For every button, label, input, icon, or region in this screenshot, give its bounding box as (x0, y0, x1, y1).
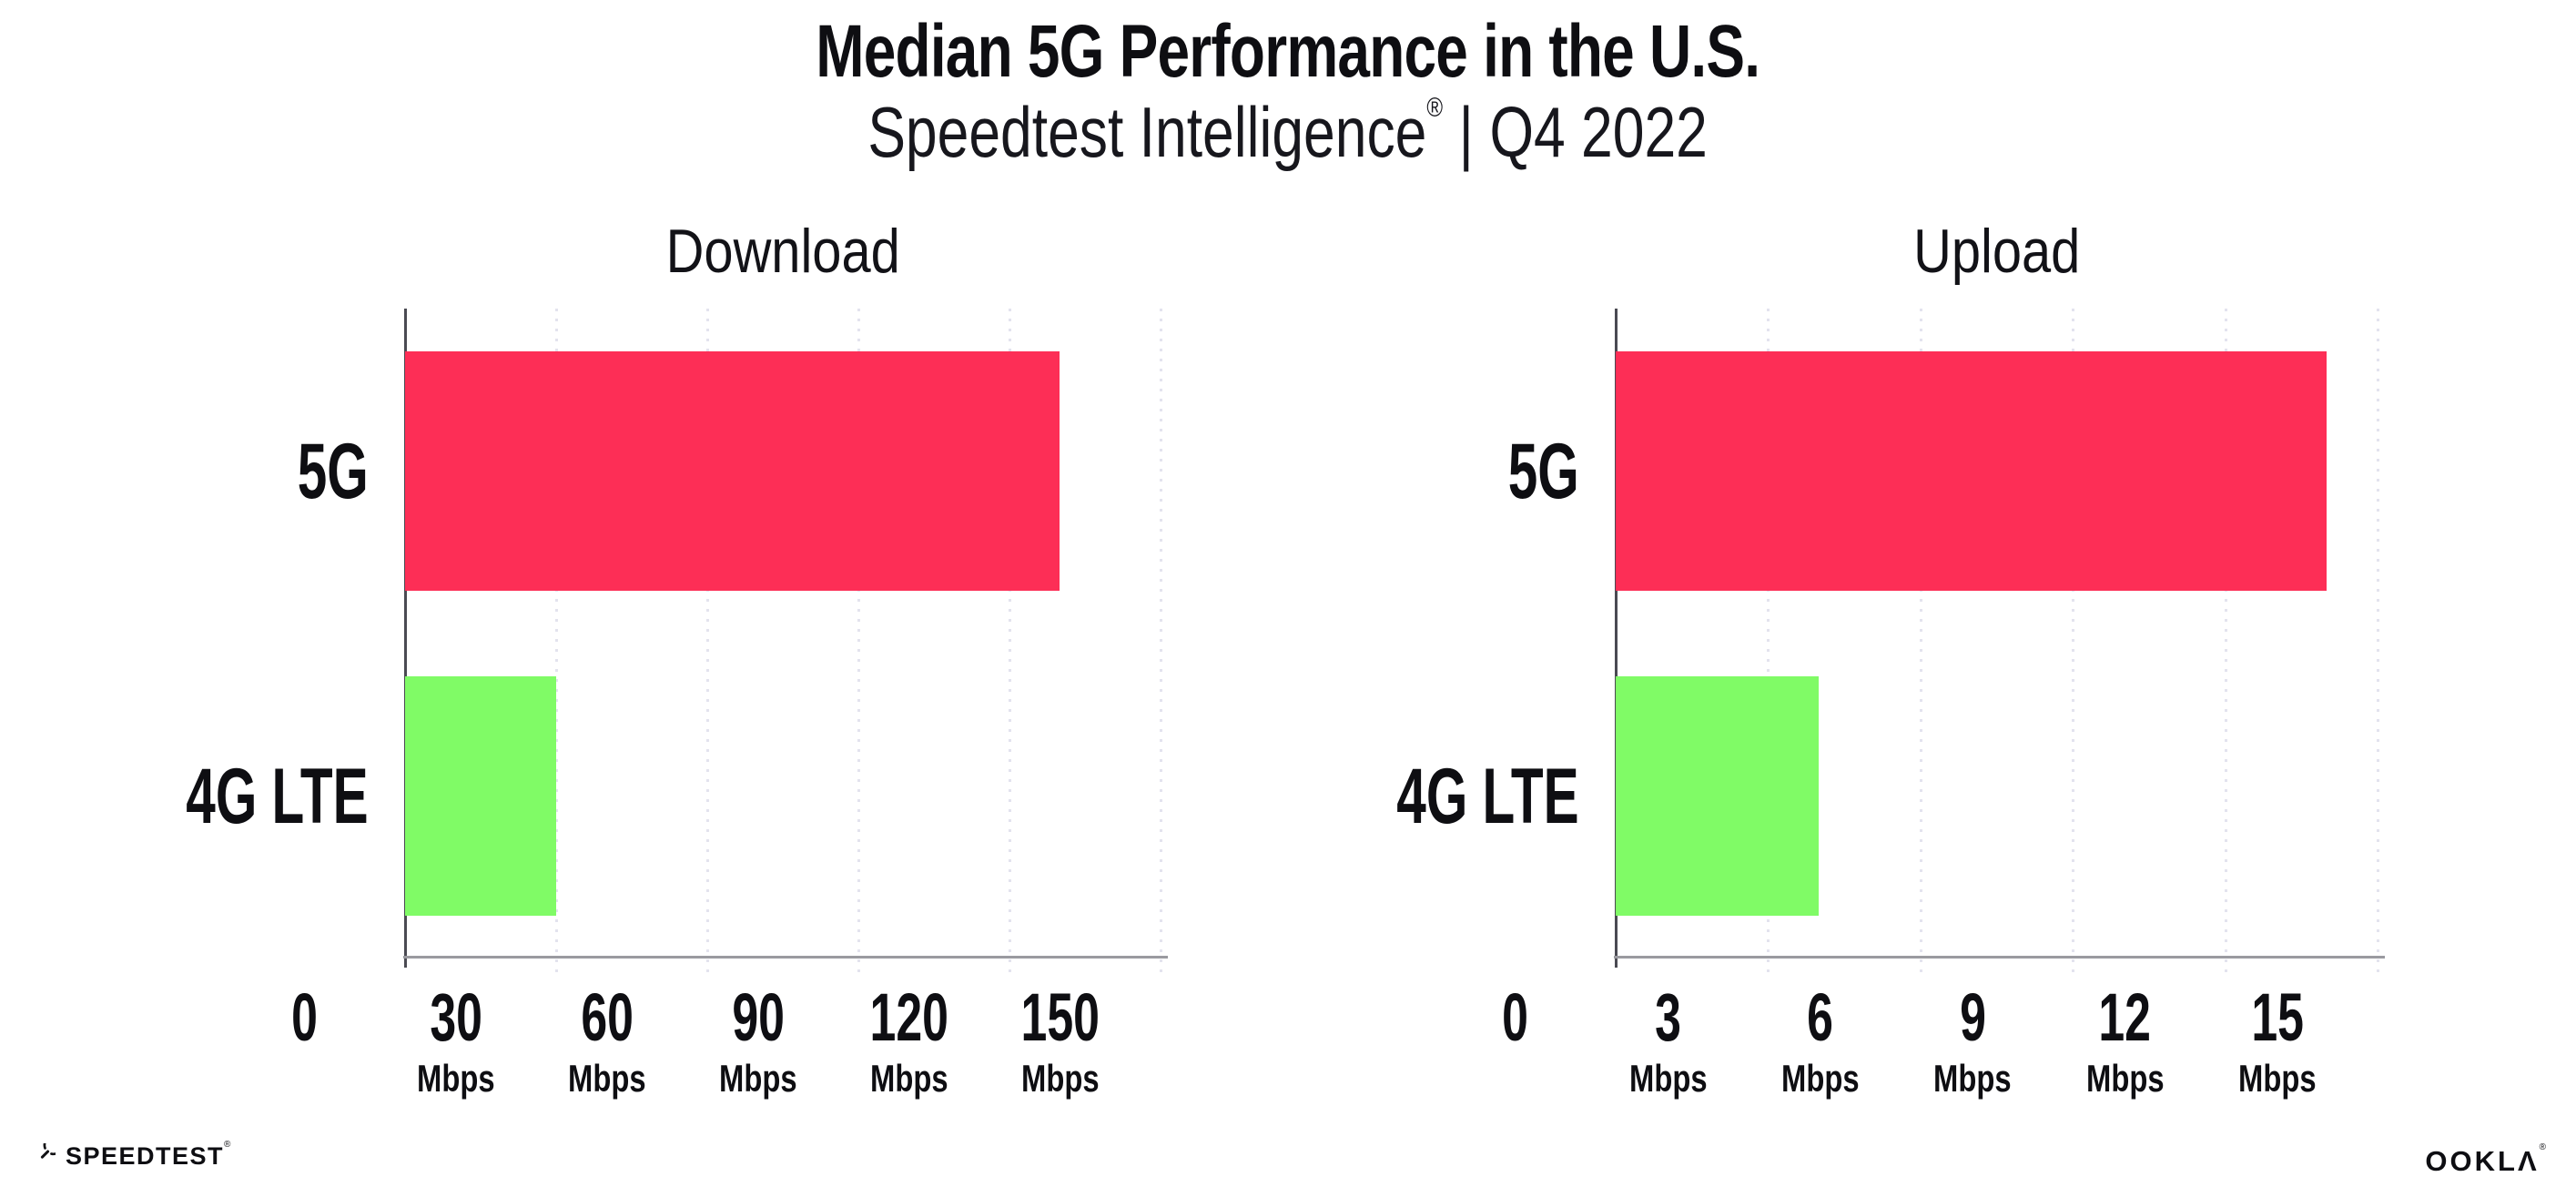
category-label-4g-lte: 4G LTE (1396, 752, 1579, 840)
x-tick-unit: Mbps (870, 1057, 948, 1101)
upload-x-axis-line (1614, 956, 2385, 959)
subtitle-brand: Speedtest Intelligence (867, 92, 1427, 172)
download-y-axis-line (404, 309, 407, 968)
category-label-5g: 5G (1507, 427, 1579, 515)
page-title: Median 5G Performance in the U.S. (816, 10, 1761, 93)
x-tick-value: 0 (291, 979, 319, 1055)
bar-row-4g-lte (1616, 634, 2378, 959)
x-tick-value: 3 (1654, 979, 1681, 1055)
upload-y-axis-line (1615, 309, 1618, 968)
chart-title-upload: Upload (1912, 217, 2081, 286)
x-tick-unit: Mbps (719, 1057, 797, 1101)
bar-4g-lte-upload (1616, 676, 1820, 916)
bar-row-4g-lte (405, 634, 1161, 959)
speedtest-gauge-icon (30, 1143, 56, 1169)
download-x-axis-line (403, 956, 1168, 959)
subtitle-separator: | (1459, 92, 1475, 172)
x-tick-value: 15 (2251, 979, 2304, 1055)
download-plot-area: Download 0 30 Mbps 60 Mbps 90 Mbps 120 Mbps 150 Mb… (187, 217, 1168, 1100)
gridline-120-mbps (1009, 309, 1011, 973)
subtitle-period: Q4 2022 (1489, 92, 1709, 172)
category-label-5g: 5G (297, 427, 369, 515)
download-bars (405, 309, 1161, 959)
speedtest-wordmark: SPEEDTEST® (66, 1139, 232, 1170)
x-tick-value: 6 (1807, 979, 1834, 1055)
x-tick-unit: Mbps (1781, 1057, 1860, 1101)
gridline-60-mbps (706, 309, 709, 973)
x-tick-unit: Mbps (1628, 1057, 1708, 1101)
x-tick-value: 150 (1020, 979, 1100, 1055)
speedtest-logo: SPEEDTEST® (30, 1139, 232, 1170)
category-label-4g-lte: 4G LTE (186, 752, 369, 840)
x-tick-unit: Mbps (1021, 1057, 1100, 1101)
page-subtitle: Speedtest Intelligence® | Q4 2022 (0, 91, 2576, 174)
speedtest-registered-mark-icon: ® (224, 1139, 232, 1150)
bar-4g-lte-download (405, 676, 556, 916)
x-tick-unit: Mbps (2238, 1057, 2317, 1101)
x-tick-unit: Mbps (568, 1057, 646, 1101)
gridline-90-mbps (857, 309, 860, 973)
upload-bars (1616, 309, 2378, 959)
x-tick-value: 30 (430, 979, 482, 1055)
x-tick-unit: Mbps (2085, 1057, 2165, 1101)
x-tick-value: 120 (869, 979, 949, 1055)
ookla-wordmark: OOKLΛ (2425, 1145, 2540, 1177)
chart-title-download: Download (665, 217, 900, 286)
x-tick-value: 90 (732, 979, 785, 1055)
x-tick-unit: Mbps (417, 1057, 495, 1101)
ookla-logo: OOKLΛ® (2425, 1143, 2549, 1177)
gridline-3-mbps (1767, 309, 1770, 973)
bar-5g-download (405, 351, 1060, 591)
bar-row-5g (1616, 309, 2378, 634)
gridline-6-mbps (1919, 309, 1922, 973)
bar-5g-upload (1616, 351, 2328, 591)
x-tick-value: 12 (2098, 979, 2152, 1055)
ookla-registered-mark-icon: ® (2539, 1142, 2549, 1152)
registered-trademark-icon: ® (1426, 93, 1444, 123)
gridline-150-mbps (1160, 309, 1162, 973)
gridline-9-mbps (2072, 309, 2075, 973)
x-tick-value: 60 (581, 979, 634, 1055)
gridline-15-mbps (2377, 309, 2379, 973)
upload-plot-area: Upload 0 3 Mbps 6 Mbps 9 Mbps 12 Mbps 15 Mbps 5G 4G… (1397, 217, 2385, 1100)
x-tick-unit: Mbps (1933, 1057, 2012, 1101)
x-tick-value: 0 (1502, 979, 1529, 1055)
gridline-12-mbps (2224, 309, 2227, 973)
bar-row-5g (405, 309, 1161, 634)
x-tick-value: 9 (1959, 979, 1986, 1055)
gridline-30-mbps (555, 309, 558, 973)
